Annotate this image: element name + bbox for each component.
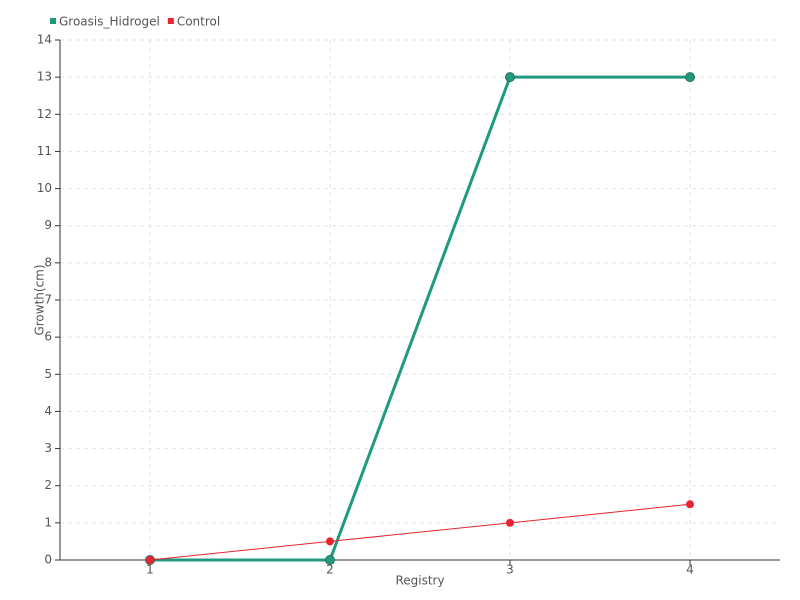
y-tick-label: 5 — [44, 367, 52, 381]
y-tick-label: 4 — [44, 404, 52, 418]
x-tick-label: 1 — [146, 563, 154, 577]
series-line — [150, 75, 690, 562]
x-tick-label: 3 — [506, 563, 514, 577]
y-tick-label: 2 — [44, 478, 52, 492]
y-tick-label: 8 — [44, 255, 52, 269]
y-tick-label: 7 — [44, 293, 52, 307]
y-axis-label: Growth(cm) — [33, 264, 47, 335]
legend-swatch — [50, 18, 56, 24]
x-tick-label: 2 — [326, 563, 334, 577]
legend-swatch — [167, 18, 174, 24]
point — [146, 556, 154, 564]
legend-label: Groasis_Hidrogel — [59, 15, 160, 29]
series-line — [149, 503, 691, 561]
y-tick-label: 10 — [37, 181, 52, 195]
y-tick-label: 1 — [44, 515, 52, 529]
point — [686, 500, 694, 509]
y-tick-label: 14 — [37, 33, 52, 47]
point — [506, 518, 514, 527]
y-tick-label: 0 — [44, 553, 52, 567]
y-tick-label: 13 — [37, 70, 52, 84]
y-tick-label: 12 — [37, 107, 52, 121]
legend-label: Control — [177, 15, 220, 29]
x-tick-label: 4 — [686, 563, 694, 577]
y-tick-label: 9 — [44, 218, 52, 232]
y-tick-label: 6 — [44, 330, 52, 344]
point — [685, 72, 695, 83]
point — [325, 555, 335, 565]
point — [505, 72, 515, 83]
point — [326, 537, 334, 546]
x-axis-label: Registry — [395, 574, 444, 588]
y-tick-label: 3 — [44, 441, 52, 455]
y-tick-label: 11 — [37, 144, 52, 158]
